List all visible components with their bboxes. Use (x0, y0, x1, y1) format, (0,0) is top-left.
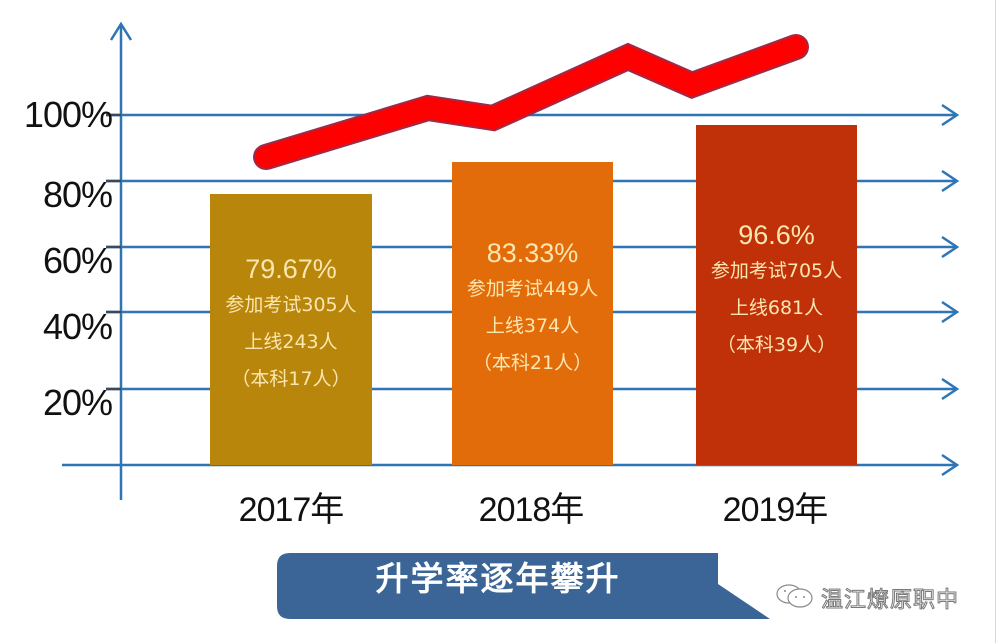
y-ticks (106, 113, 121, 391)
y-label-20: 20% (42, 382, 113, 423)
bar-2018-exam-takers: 参加考试449人 (466, 278, 599, 300)
bar-2017: 79.67% 参加考试305人 上线243人 （本科17人） (210, 194, 372, 465)
right-edge-border (995, 0, 996, 643)
x-label-2019: 2019年 (722, 491, 829, 529)
bar-2017-percent: 79.67% (245, 254, 337, 284)
bar-2019-passed: 上线681人 (729, 297, 824, 319)
bar-2018-percent: 83.33% (486, 238, 579, 268)
watermark: 温江燎原职中 (775, 582, 959, 614)
x-label-2018: 2018年 (478, 491, 585, 529)
y-label-100: 100% (23, 94, 113, 135)
banner-title: 升学率逐年攀升 (375, 559, 621, 598)
x-axis-baseline (62, 453, 960, 477)
bar-2018: 83.33% 参加考试449人 上线374人 （本科21人） (452, 162, 613, 465)
trend-zigzag-icon (253, 34, 809, 170)
watermark-text: 温江燎原职中 (820, 588, 960, 614)
x-label-2017: 2017年 (238, 491, 345, 529)
y-label-40: 40% (42, 306, 113, 347)
bar-2019-bachelor: （本科39人） (716, 334, 837, 356)
bar-2018-bachelor: （本科21人） (472, 352, 593, 374)
bar-2017-exam-takers: 参加考试305人 (225, 294, 357, 316)
bar-2019: 96.6% 参加考试705人 上线681人 （本科39人） (696, 125, 857, 465)
bar-2017-bachelor: （本科17人） (231, 368, 351, 390)
wechat-icon (775, 583, 815, 613)
bar-2019-percent: 96.6% (738, 220, 815, 250)
banner-shape (277, 553, 770, 619)
y-label-60: 60% (42, 240, 113, 281)
y-label-80: 80% (42, 174, 113, 215)
y-axis (109, 21, 133, 500)
bar-2017-passed: 上线243人 (244, 331, 338, 353)
bar-2018-passed: 上线374人 (485, 315, 580, 337)
bar-2019-exam-takers: 参加考试705人 (710, 260, 843, 282)
